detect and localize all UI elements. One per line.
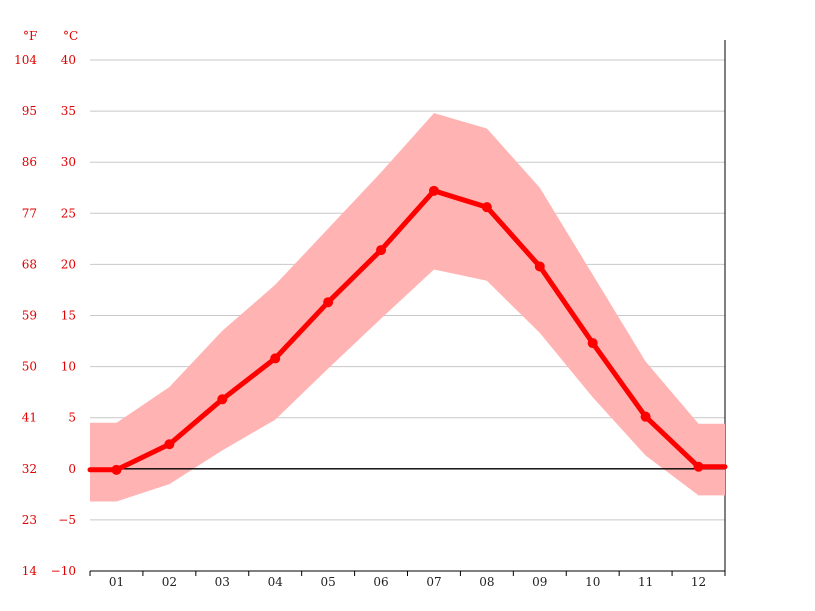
fahrenheit-unit-label: °F — [23, 29, 37, 43]
celsius-unit-label: °C — [63, 29, 78, 43]
y-tick-label-celsius: 5 — [68, 411, 76, 425]
y-tick-label-celsius: 20 — [61, 257, 76, 271]
data-point — [481, 202, 492, 213]
data-point — [217, 394, 228, 405]
x-tick-label: 07 — [426, 575, 441, 589]
data-point — [111, 464, 122, 475]
y-tick-label-celsius: −10 — [51, 564, 76, 578]
gridlines — [90, 40, 726, 573]
x-tick-label: 12 — [691, 575, 706, 589]
data-point — [534, 261, 545, 272]
range-band-layer — [90, 113, 725, 502]
y-tick-label-celsius: 30 — [61, 155, 76, 169]
y-tick-label-fahrenheit: 59 — [22, 309, 37, 323]
series-line-layer — [87, 185, 728, 475]
x-axis-ticks: 01 02 03 04 05 06 07 08 09 10 11 12 — [89, 571, 726, 589]
mean-temperature-line — [87, 188, 728, 473]
y-tick-label-celsius: −5 — [58, 513, 76, 527]
y-tick-label-fahrenheit: 23 — [22, 513, 37, 527]
x-tick-label: 02 — [162, 575, 177, 589]
x-tick-label: 03 — [215, 575, 230, 589]
y-tick-label-celsius: 0 — [68, 462, 76, 476]
y-tick-label-fahrenheit: 95 — [22, 104, 37, 118]
data-point — [376, 245, 387, 256]
x-tick-label: 06 — [373, 575, 388, 589]
data-point — [693, 461, 704, 472]
x-tick-label: 11 — [638, 575, 653, 589]
data-point — [428, 185, 439, 196]
x-tick-label: 01 — [109, 575, 124, 589]
y-tick-label-fahrenheit: 77 — [22, 206, 37, 220]
x-tick-label: 04 — [268, 575, 284, 589]
data-point — [164, 439, 175, 450]
y-tick-label-celsius: 40 — [61, 53, 76, 67]
data-point — [270, 353, 281, 364]
y-tick-label-celsius: 15 — [61, 309, 76, 323]
y-tick-label-celsius: 10 — [61, 360, 76, 374]
x-tick-label: 10 — [585, 575, 600, 589]
y-tick-label-fahrenheit: 86 — [22, 155, 37, 169]
y-tick-label-fahrenheit: 32 — [22, 462, 37, 476]
x-tick-label: 09 — [532, 575, 547, 589]
data-point — [640, 411, 651, 422]
y-tick-label-fahrenheit: 68 — [22, 257, 37, 271]
y-tick-label-fahrenheit: 50 — [22, 360, 37, 374]
temperature-range-band — [90, 113, 725, 502]
y-axis-ticks: 40 104 35 95 30 86 25 77 20 68 15 59 10 50 5 41 0 32 −5 23 −… — [14, 53, 76, 578]
y-tick-label-fahrenheit: 14 — [22, 564, 38, 578]
x-tick-label: 08 — [479, 575, 494, 589]
x-tick-label: 05 — [320, 575, 335, 589]
data-point — [323, 297, 334, 308]
y-tick-label-celsius: 25 — [61, 206, 76, 220]
y-tick-label-celsius: 35 — [61, 104, 76, 118]
y-tick-label-fahrenheit: 41 — [22, 411, 37, 425]
data-point — [587, 338, 598, 349]
y-tick-label-fahrenheit: 104 — [14, 53, 37, 67]
